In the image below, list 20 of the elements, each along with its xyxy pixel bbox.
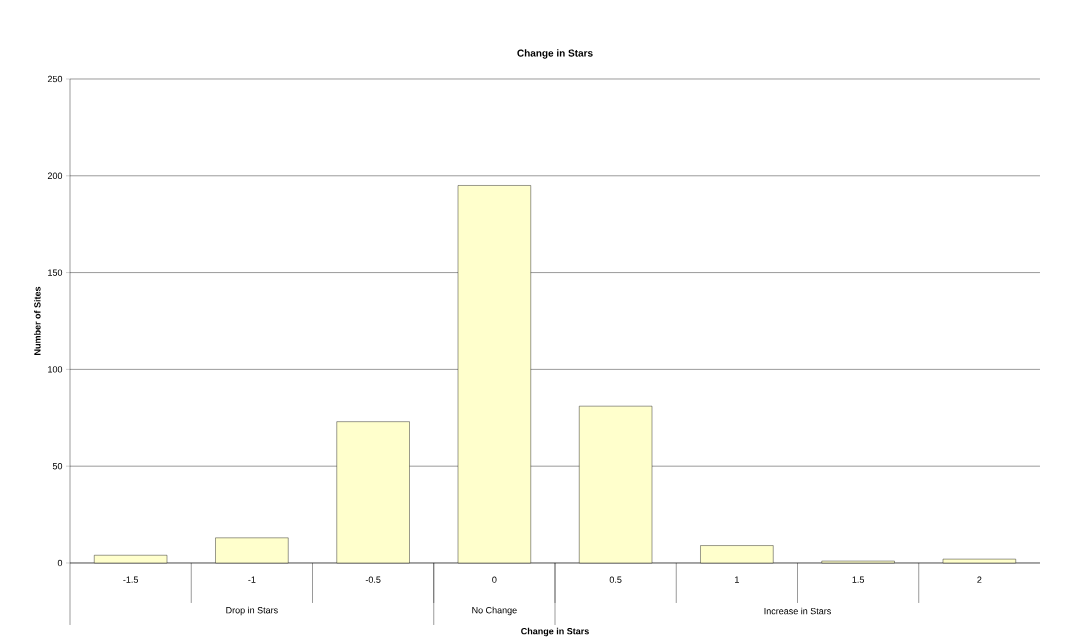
text: Increase in Stars xyxy=(764,607,831,615)
y-tick-label: 50 xyxy=(52,463,63,470)
y-tick-label: 250 xyxy=(47,75,63,83)
x-tick-label: 0 xyxy=(492,576,497,583)
chart-title: Change in Stars xyxy=(517,49,593,59)
x-tick-label: -0.5 xyxy=(365,576,381,583)
y-tick-label: 200 xyxy=(47,172,63,179)
x-tick-label: -1.5 xyxy=(123,576,139,583)
y-tick-label: 150 xyxy=(48,269,63,276)
text: Drop in Stars xyxy=(226,606,278,616)
y-tick-label: 100 xyxy=(48,366,63,373)
x-tick-label: 1 xyxy=(735,576,739,583)
x-tick-label: 0.5 xyxy=(609,576,622,583)
x-tick-label: 2 xyxy=(977,576,982,583)
x-tick-label: -1 xyxy=(248,576,256,583)
y-tick-label: 0 xyxy=(57,559,63,567)
text: No Change xyxy=(472,606,517,616)
y-axis-title: Number of Sites xyxy=(33,286,41,355)
x-tick-label: 1.5 xyxy=(852,576,864,583)
x-axis-title: Change in Stars xyxy=(521,627,589,637)
